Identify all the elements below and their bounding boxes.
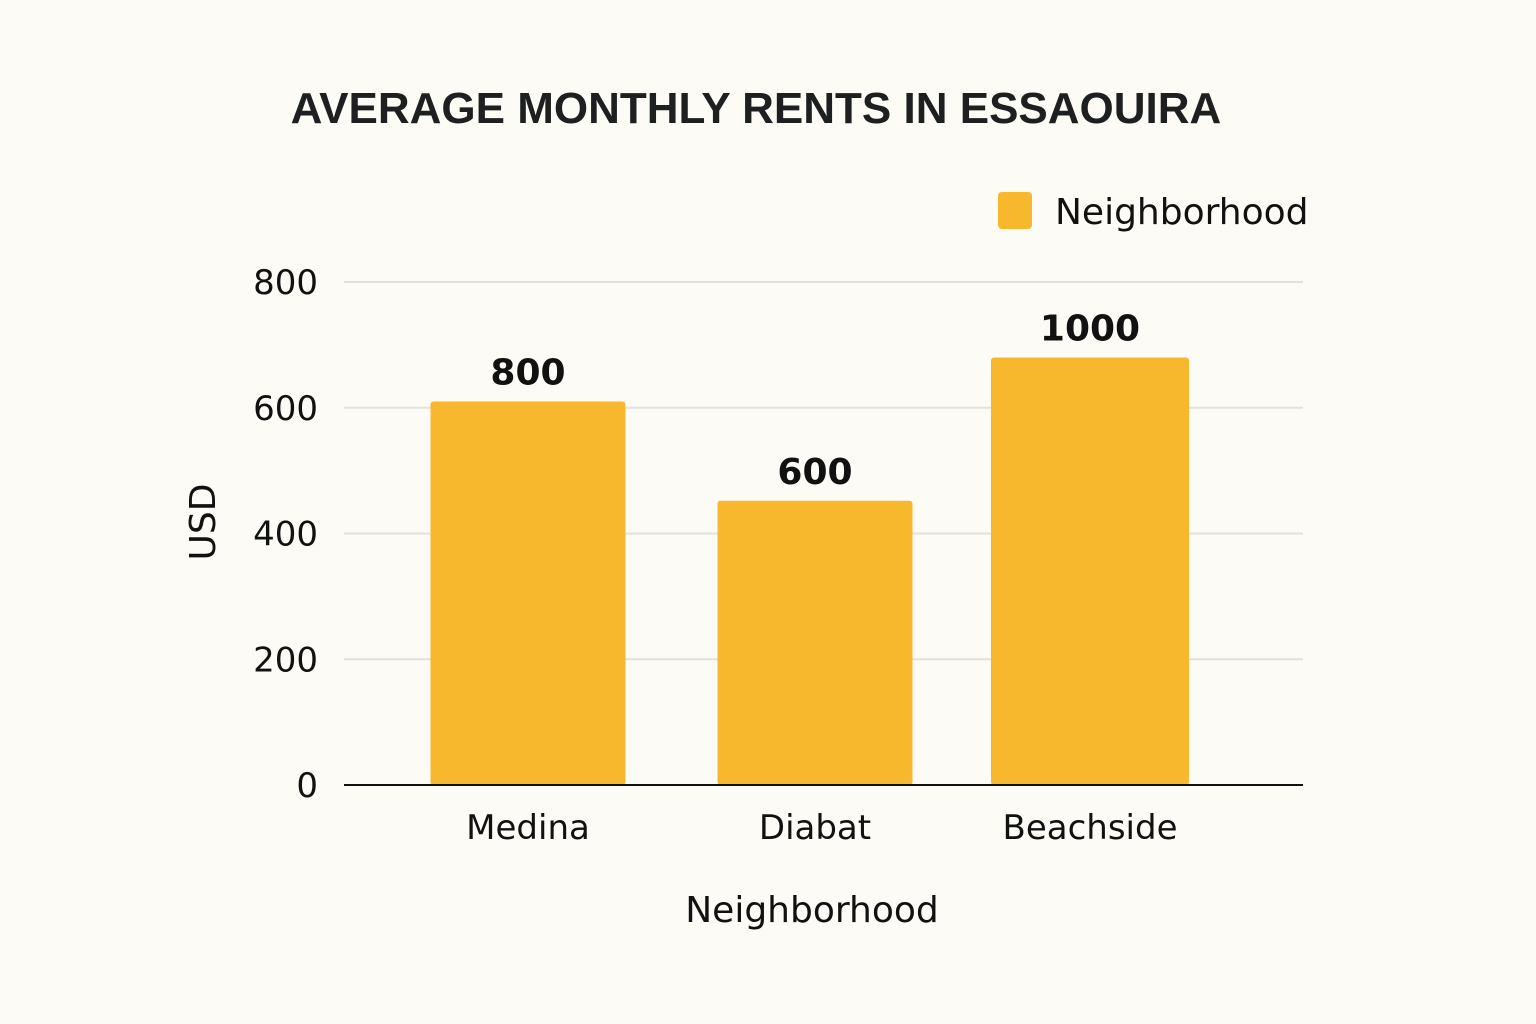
x-tick-labels: Medina Diabat Beachside <box>466 808 1177 848</box>
chart-title: AVERAGE MONTHLY RENTS IN ESSAOUIRA <box>291 84 1222 133</box>
y-tick-label: 800 <box>253 263 318 303</box>
bars <box>430 357 1189 785</box>
bar-diabat <box>717 500 913 785</box>
x-tick-label-beachside: Beachside <box>1003 808 1178 848</box>
legend-label: Neighborhood <box>1055 192 1309 233</box>
bar-medina <box>430 401 626 785</box>
data-labels: 800 600 1000 <box>490 308 1140 492</box>
x-tick-label-medina: Medina <box>466 808 590 848</box>
bar-beachside <box>991 357 1189 785</box>
legend: Neighborhood <box>998 192 1309 233</box>
data-label-beachside: 1000 <box>1040 308 1140 349</box>
x-tick-label-diabat: Diabat <box>759 808 871 848</box>
y-tick-labels: 0 200 400 600 800 <box>253 263 318 806</box>
y-tick-label: 400 <box>253 515 318 555</box>
data-label-medina: 800 <box>490 352 565 393</box>
y-tick-label: 0 <box>296 766 318 806</box>
legend-swatch <box>998 192 1032 229</box>
y-axis-title: USD <box>183 484 224 561</box>
data-label-diabat: 600 <box>777 452 852 493</box>
x-axis-title: Neighborhood <box>685 890 939 931</box>
y-tick-label: 200 <box>253 640 318 680</box>
y-tick-label: 600 <box>253 389 318 429</box>
